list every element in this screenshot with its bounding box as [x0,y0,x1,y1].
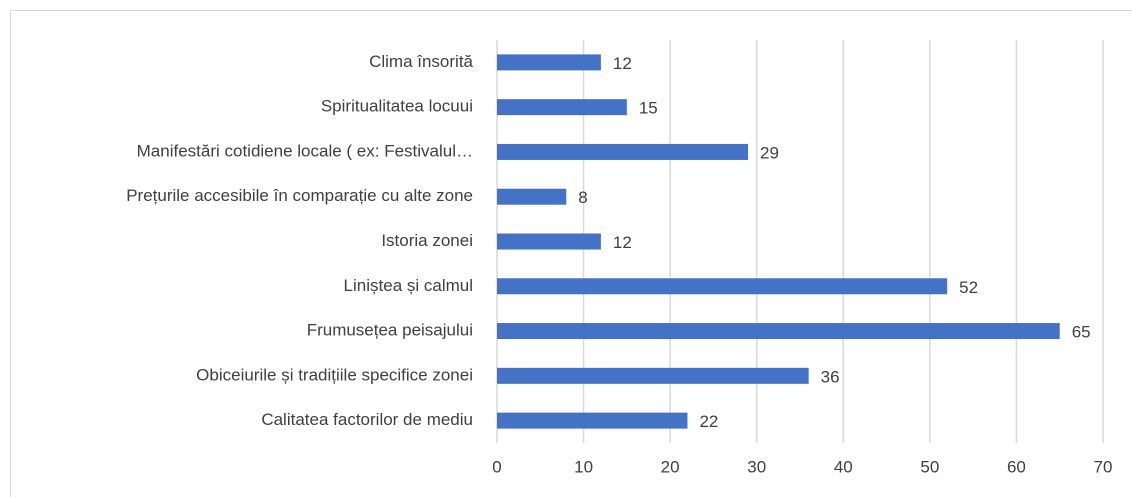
data-label: 65 [1072,323,1091,342]
y-tick-label: Clima însorită [369,52,473,71]
data-label: 12 [613,54,632,73]
x-tick-label: 40 [834,457,853,476]
x-tick-label: 0 [492,457,501,476]
bar [497,323,1060,340]
chart-border [10,10,1132,497]
y-tick-label: Manifestări cotidiene locale ( ex: Festi… [137,141,473,160]
y-tick-label: Obiceiurile și tradițiile specifice zone… [196,365,473,384]
data-label: 29 [760,143,779,162]
y-tick-label: Calitatea factorilor de mediu [261,410,473,429]
x-tick-label: 30 [747,457,766,476]
data-label: 36 [821,367,840,386]
data-label: 15 [639,99,658,118]
bar [497,99,627,116]
bar [497,233,601,250]
y-tick-label: Spiritualitatea locuui [321,97,473,116]
x-tick-label: 10 [574,457,593,476]
data-label: 52 [959,278,978,297]
y-tick-label: Prețurile accesibile în comparație cu al… [126,186,473,205]
bar [497,188,567,205]
data-label: 8 [578,188,587,207]
y-tick-label: Istoria zonei [381,231,473,250]
x-tick-label: 70 [1094,457,1113,476]
data-label: 12 [613,233,632,252]
bar [497,412,688,429]
y-tick-label: Liniștea și calmul [344,276,473,295]
x-tick-label: 60 [1007,457,1026,476]
data-label: 22 [699,412,718,431]
bar [497,143,749,160]
bar [497,278,948,295]
bar [497,54,601,71]
x-tick-label: 20 [661,457,680,476]
x-tick-label: 50 [920,457,939,476]
y-tick-label: Frumusețea peisajului [307,321,473,340]
bar [497,367,809,384]
